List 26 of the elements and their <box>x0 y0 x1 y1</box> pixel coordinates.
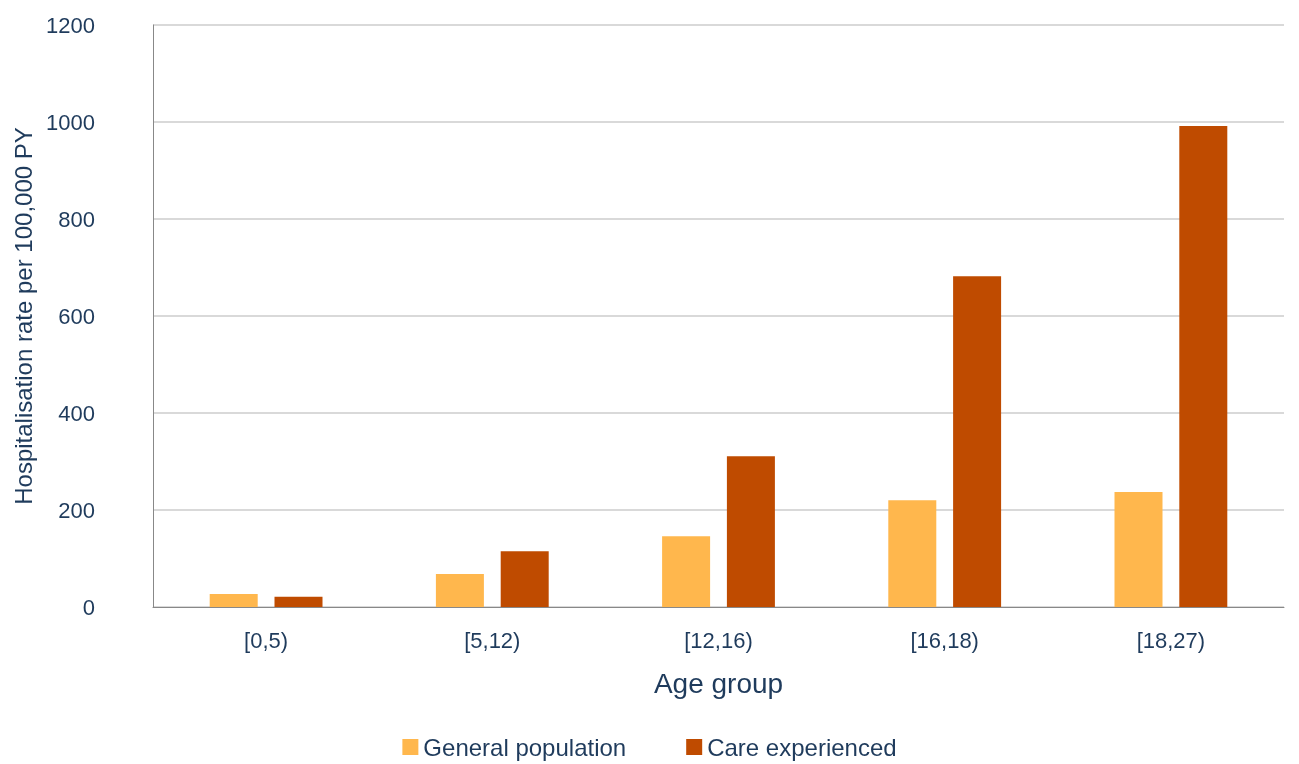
y-tick-label: 1200 <box>46 12 95 38</box>
y-tick-label: 800 <box>58 206 95 232</box>
y-tick-label: 600 <box>58 303 95 329</box>
bar <box>209 593 258 607</box>
legend-label: General population <box>423 733 627 761</box>
bar <box>274 596 323 607</box>
bar <box>888 500 937 607</box>
x-tick-label: [5,12) <box>464 627 521 653</box>
x-tick-label: [16,18) <box>910 627 979 653</box>
legend-label: Care experienced <box>707 733 897 761</box>
x-tick-label: [18,27) <box>1136 627 1206 653</box>
bar <box>435 574 484 607</box>
y-tick-label: 400 <box>58 400 95 426</box>
bar <box>726 456 775 607</box>
x-axis-title: Age group <box>653 667 784 699</box>
x-tick-label: [0,5) <box>244 627 289 653</box>
y-axis-title: Hospitalisation rate per 100,000 PY <box>9 127 37 505</box>
bar <box>953 276 1002 607</box>
y-tick-label: 1000 <box>46 109 95 135</box>
x-tick-label: [12,16) <box>684 627 753 653</box>
y-tick-label: 200 <box>58 497 95 523</box>
y-tick-label: 0 <box>82 594 95 620</box>
bar <box>500 551 549 607</box>
bar <box>662 536 711 607</box>
bar <box>1114 492 1163 607</box>
bar <box>1179 125 1228 607</box>
